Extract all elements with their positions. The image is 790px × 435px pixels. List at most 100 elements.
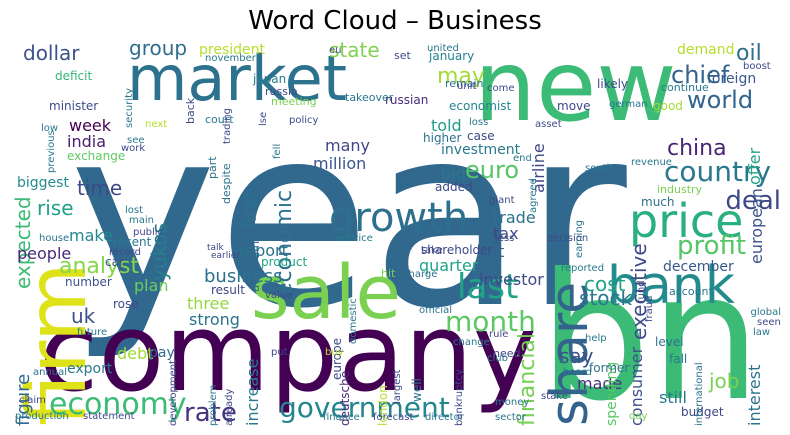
word-law: law <box>753 327 771 338</box>
word-market: market <box>127 42 348 115</box>
word-international: international <box>694 362 705 426</box>
word-tax: tax <box>493 224 519 243</box>
word-remain: remain <box>445 77 484 90</box>
word-lost: lost <box>125 205 144 216</box>
word-value: value <box>265 290 293 301</box>
word-money: money <box>495 397 530 408</box>
word-stake: stake <box>541 391 568 402</box>
word-cost: cost <box>584 272 626 296</box>
word-deal: deal <box>725 186 781 216</box>
word-shareholder: shareholder <box>421 243 493 257</box>
word-reported: reported <box>561 263 605 274</box>
word-much: much <box>641 195 675 209</box>
word-sale: sale <box>251 250 401 336</box>
word-oil: oil <box>736 41 762 66</box>
word-good: good <box>653 99 683 113</box>
word-agreed: agreed <box>528 177 539 213</box>
word-russia: russia <box>265 85 298 98</box>
word-annual: annual <box>33 367 68 378</box>
word-director: director <box>425 412 464 423</box>
word-trade: trade <box>493 208 536 227</box>
word-report: report <box>239 241 288 260</box>
word-strong: strong <box>189 310 240 329</box>
word-need: need <box>493 347 521 360</box>
word-million: million <box>313 154 367 173</box>
word-business: business <box>204 266 283 287</box>
word-lse: lse <box>258 111 269 126</box>
word-euro: euro <box>465 156 519 184</box>
word-largest: largest <box>392 369 403 404</box>
word-people: people <box>17 244 72 263</box>
word-first: first <box>240 192 261 228</box>
word-statement: statement <box>83 411 135 422</box>
word-work: work <box>121 143 146 154</box>
word-budget: budget <box>681 405 724 419</box>
word-united: united <box>427 43 459 54</box>
word-president: president <box>199 42 265 58</box>
word-help: help <box>585 333 607 344</box>
word-hit: hit <box>381 267 396 280</box>
word-level: level <box>655 335 684 349</box>
word-bn: bn <box>539 237 761 426</box>
word-minister: minister <box>49 99 99 113</box>
word-new: new <box>474 38 677 144</box>
word-say: say <box>559 344 594 368</box>
word-giant: giant <box>489 195 515 206</box>
word-revenue: revenue <box>631 157 672 168</box>
chart-title: Word Cloud – Business <box>248 6 542 36</box>
word-official: official <box>419 305 452 316</box>
word-talk: talk <box>207 243 224 253</box>
word-december: december <box>663 259 734 275</box>
word-set: set <box>394 49 411 62</box>
word-higher: higher <box>423 131 462 145</box>
word-continue: continue <box>661 81 709 94</box>
word-main: main <box>129 215 154 226</box>
word-november: november <box>205 53 256 64</box>
word-economy: economy <box>49 387 187 422</box>
word-interest: interest <box>745 364 764 426</box>
word-job: job <box>709 369 740 393</box>
word-previous: previous <box>46 130 57 173</box>
word-growth: growth <box>329 195 469 241</box>
word-still: still <box>659 388 687 407</box>
word-production: production <box>15 411 69 422</box>
word-record: record <box>109 247 141 258</box>
word-three: three <box>187 294 230 313</box>
word-analyst: analyst <box>59 254 140 279</box>
word-policy: policy <box>289 115 319 126</box>
word-earning: earning <box>574 219 585 258</box>
word-expected: expected <box>11 196 35 289</box>
word-former: former <box>589 361 630 375</box>
word-trading: trading <box>222 108 233 144</box>
word-move: move <box>557 99 591 113</box>
word-india: india <box>67 132 106 151</box>
word-end: end <box>513 153 532 164</box>
word-asset: asset <box>535 119 562 130</box>
word-buy: buy <box>325 347 344 358</box>
word-low: low <box>41 123 59 134</box>
word-year: year <box>69 72 627 363</box>
word-eu: eu <box>329 45 342 56</box>
word-service: service <box>337 233 373 244</box>
word-court: court <box>205 113 234 126</box>
word-quarter: quarter <box>419 256 479 275</box>
word-rate: rate <box>184 398 237 426</box>
word-time: time <box>77 176 123 200</box>
word-finance: finance <box>323 412 360 423</box>
word-european: european <box>747 188 766 264</box>
word-offer: offer <box>745 147 764 185</box>
word-group: group <box>129 38 188 60</box>
word-bank: bank <box>607 256 735 316</box>
word-price: price <box>629 194 744 248</box>
word-see: see <box>127 135 145 146</box>
word-fell: fell <box>272 143 283 159</box>
word-plan: plan <box>134 276 169 295</box>
word-future: future <box>77 327 108 338</box>
word-meeting: meeting <box>271 95 317 108</box>
word-china: china <box>667 136 727 161</box>
word-problem: problem <box>208 384 219 426</box>
word-state: state <box>329 38 380 62</box>
word-industry: industry <box>657 183 703 196</box>
word-told: told <box>431 116 462 135</box>
word-earlier: earlier <box>211 251 240 261</box>
